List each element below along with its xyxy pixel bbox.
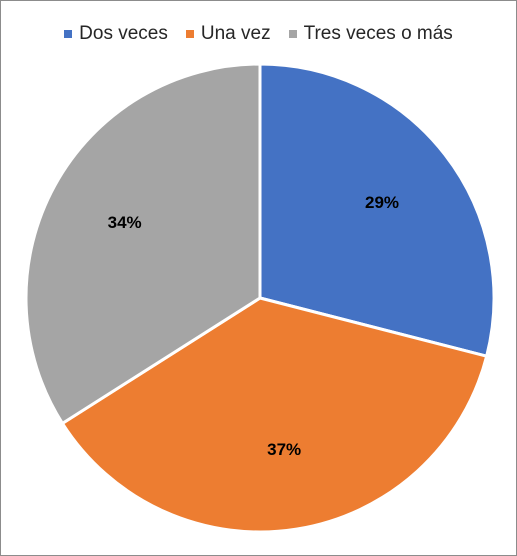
- legend-item-tres-veces: Tres veces o más: [288, 23, 453, 45]
- legend-label-tres-veces: Tres veces o más: [303, 23, 453, 44]
- pie-slice-dos-veces: [258, 62, 496, 358]
- legend-label-una-vez: Una vez: [200, 23, 271, 44]
- data-label-tres-veces: 34%: [108, 213, 142, 232]
- pie-slice-tres-veces: [24, 62, 262, 425]
- legend-label-dos-veces: Dos veces: [79, 23, 168, 44]
- legend-item-dos-veces: Dos veces: [64, 23, 168, 45]
- legend-swatch-dos-veces: [64, 30, 73, 38]
- legend-item-una-vez: Una vez: [185, 23, 271, 45]
- data-label-una-vez: 37%: [267, 440, 301, 459]
- data-label-dos-veces: 29%: [365, 193, 399, 212]
- legend-swatch-una-vez: [185, 30, 194, 38]
- legend-swatch-tres-veces: [288, 30, 297, 38]
- legend: Dos veces Una vez Tres veces o más: [1, 23, 516, 45]
